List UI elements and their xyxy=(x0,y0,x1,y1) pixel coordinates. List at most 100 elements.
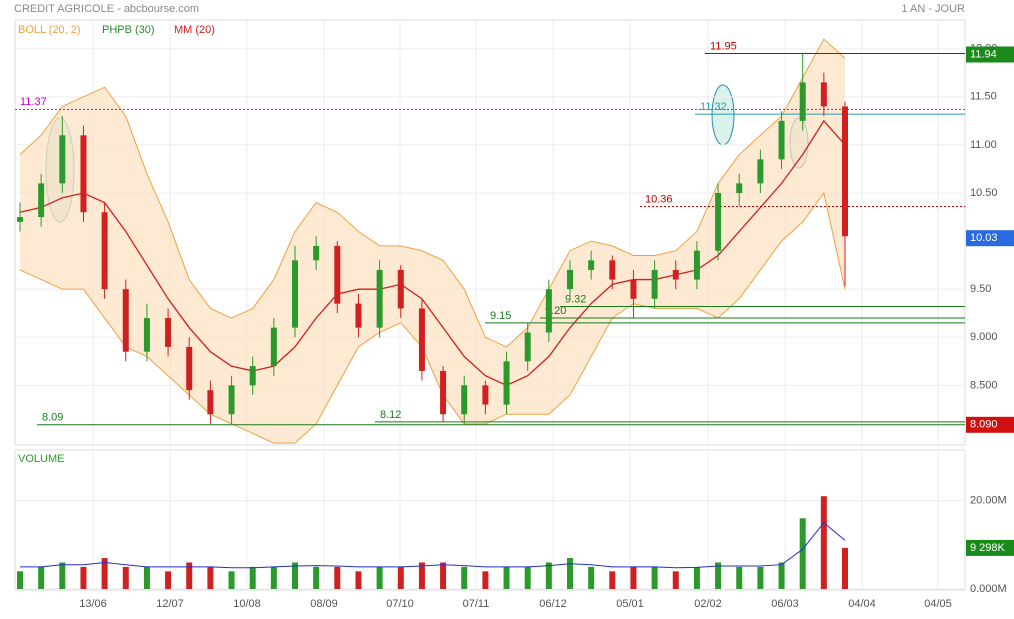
candle-body xyxy=(418,308,425,371)
annotation-label: 9.15 xyxy=(490,310,511,322)
volume-bar xyxy=(17,571,23,589)
candle-body xyxy=(376,269,383,328)
volume-bar xyxy=(503,566,510,589)
candle-body xyxy=(270,327,277,367)
y-tick-label: 10.50 xyxy=(970,187,998,199)
candle-body xyxy=(165,318,172,347)
volume-ma xyxy=(20,521,846,569)
volume-bar xyxy=(715,562,722,589)
volume-bar xyxy=(461,566,468,589)
volume-bar xyxy=(672,571,679,589)
volume-bar xyxy=(59,562,66,589)
title: CREDIT AGRICOLE - abcbourse.com xyxy=(14,3,199,15)
volume-bar xyxy=(270,566,277,589)
x-tick-label: 02/02 xyxy=(694,598,722,610)
candle-body xyxy=(630,279,637,299)
volume-bar xyxy=(567,558,573,589)
price-badge xyxy=(966,416,1014,433)
volume-bar xyxy=(101,558,108,589)
legend-entry: BOLL (20, 2) xyxy=(18,24,81,36)
volume-bar xyxy=(609,571,616,589)
candle-body xyxy=(355,303,362,328)
volume-bar xyxy=(292,562,298,589)
candle-body xyxy=(651,269,658,299)
candle-body xyxy=(38,183,45,218)
volume-bar xyxy=(820,496,827,589)
volume-bar xyxy=(630,566,637,589)
candle-body xyxy=(17,217,23,222)
volume-bar xyxy=(334,566,341,589)
volume-bar xyxy=(440,562,447,589)
period: 1 AN - JOUR xyxy=(901,3,965,15)
volume-bar xyxy=(651,566,658,589)
boll-lower xyxy=(19,191,846,444)
candle-body xyxy=(207,390,214,415)
volume-bar xyxy=(249,566,256,589)
volume-bar xyxy=(355,571,362,589)
annotation-label: 11.37 xyxy=(20,96,47,108)
x-tick-label: 06/03 xyxy=(771,598,799,610)
band-fill xyxy=(20,39,845,444)
price-badge-label: 10.03 xyxy=(970,232,998,244)
y-tick-label: 0.000M xyxy=(970,583,1007,595)
candle-body xyxy=(80,135,87,213)
candle-body xyxy=(292,260,298,328)
mm-line xyxy=(19,119,846,387)
candle-body xyxy=(715,193,722,251)
x-tick-label: 06/12 xyxy=(539,598,567,610)
volume-bar xyxy=(588,566,595,589)
x-tick-label: 13/06 xyxy=(79,598,107,610)
price-badge xyxy=(966,46,1014,63)
x-tick-label: 05/01 xyxy=(616,598,644,610)
volume-bar xyxy=(757,566,764,589)
candle-body xyxy=(101,212,108,290)
y-tick-label: 8.500 xyxy=(970,379,998,391)
volume-bar xyxy=(778,562,785,589)
candle-body xyxy=(122,289,129,352)
candle-body xyxy=(59,135,66,184)
x-tick-label: 08/09 xyxy=(310,598,338,610)
annotation-label: 11.95 xyxy=(710,40,737,52)
volume-bar xyxy=(228,571,235,589)
candle-body xyxy=(778,120,785,160)
candle-body xyxy=(482,385,489,405)
candle-body xyxy=(736,183,743,194)
candle-body xyxy=(397,269,404,309)
volume-bar xyxy=(736,566,743,589)
annotation-label: 8.12 xyxy=(380,409,401,421)
x-tick-label: 10/08 xyxy=(233,598,261,610)
annotation-label: 11.32 xyxy=(700,101,727,113)
candle-body xyxy=(143,318,150,352)
volume-bar xyxy=(80,566,87,589)
y-tick-label: 11.00 xyxy=(970,139,997,151)
volume-bar xyxy=(799,518,806,589)
candle-body xyxy=(228,385,235,415)
volume-bar xyxy=(122,566,129,589)
candle-body xyxy=(609,260,616,280)
candle-body xyxy=(503,361,510,405)
candle-body xyxy=(820,82,827,107)
volume-bar xyxy=(376,566,383,589)
x-tick-label: 04/04 xyxy=(848,598,876,610)
annotation-label: 10.36 xyxy=(645,193,673,205)
volume-bar xyxy=(143,566,150,589)
candle-body xyxy=(461,385,468,415)
volume-bar xyxy=(842,547,848,589)
x-tick-label: 04/05 xyxy=(924,598,952,610)
candle-body xyxy=(757,159,764,184)
candle-body xyxy=(440,370,447,415)
candle-body xyxy=(842,106,848,237)
volume-bar xyxy=(524,566,531,589)
volume-badge xyxy=(966,539,1014,556)
volume-bar xyxy=(186,562,193,589)
price-badge xyxy=(966,230,1014,247)
volume-bar xyxy=(165,571,172,589)
volume-bar xyxy=(418,562,425,589)
boll-upper xyxy=(19,38,846,348)
legend-entry: PHPB (30) xyxy=(102,24,155,36)
highlight xyxy=(711,84,735,146)
candle-body xyxy=(672,269,679,280)
volume-bar xyxy=(693,566,700,589)
volume-bar xyxy=(207,566,214,589)
